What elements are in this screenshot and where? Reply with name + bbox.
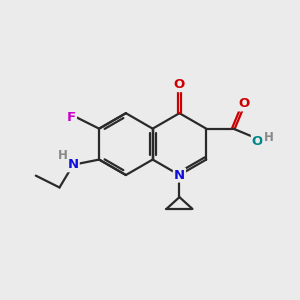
Text: H: H <box>58 149 68 162</box>
Text: O: O <box>174 78 185 91</box>
Text: F: F <box>67 111 76 124</box>
Text: O: O <box>238 98 249 110</box>
Text: N: N <box>68 158 79 171</box>
Text: O: O <box>252 134 263 148</box>
Text: H: H <box>263 131 273 144</box>
Text: N: N <box>174 169 185 182</box>
